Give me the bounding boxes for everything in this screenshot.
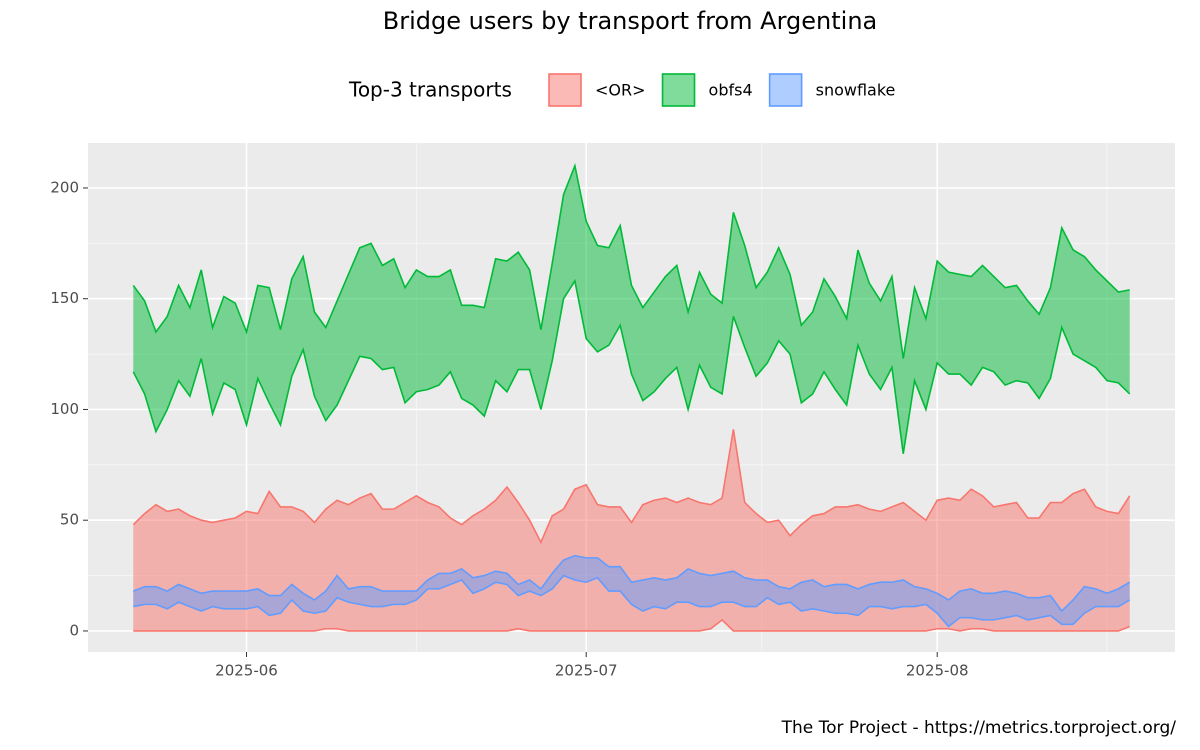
x-tick-label: 2025-07 bbox=[555, 662, 618, 680]
y-tick-label: 150 bbox=[50, 289, 79, 307]
y-tick-label: 200 bbox=[50, 178, 79, 196]
ribbon-lower-line bbox=[132, 278, 1131, 454]
y-tick-label: 0 bbox=[69, 621, 79, 639]
y-tick-label: 50 bbox=[60, 511, 79, 529]
legend-key bbox=[661, 73, 696, 107]
ribbon-upper-line bbox=[133, 554, 1131, 613]
legend-label: <OR> bbox=[595, 81, 646, 100]
ribbon-fill bbox=[133, 429, 1130, 631]
ribbon-lower-line bbox=[133, 574, 1131, 628]
legend-key bbox=[768, 73, 803, 107]
x-tick-label: 2025-08 bbox=[906, 662, 969, 680]
ribbon-upper-line bbox=[132, 163, 1130, 359]
chart-title: Bridge users by transport from Argentina bbox=[383, 7, 877, 35]
ribbon-lower-line bbox=[133, 618, 1130, 632]
y-tick-label: 100 bbox=[50, 400, 79, 418]
ribbon-fill bbox=[133, 165, 1130, 454]
legend-title: Top-3 transports bbox=[348, 78, 512, 102]
caption: The Tor Project - https://metrics.torpro… bbox=[781, 718, 1177, 738]
ribbon-fill bbox=[133, 555, 1130, 627]
ribbon-upper-line bbox=[132, 429, 1131, 545]
legend-label: obfs4 bbox=[709, 81, 753, 100]
legend-key bbox=[548, 73, 582, 107]
legend-label: snowflake bbox=[816, 81, 896, 100]
x-tick-label: 2025-06 bbox=[215, 662, 278, 680]
